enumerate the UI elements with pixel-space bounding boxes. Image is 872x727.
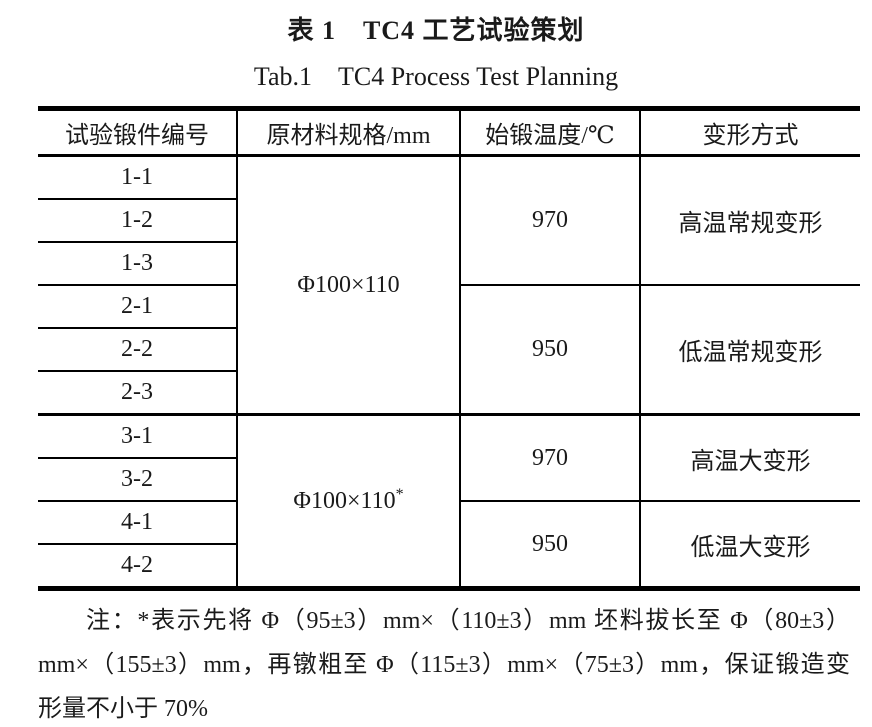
table-row: 1-2 <box>38 199 860 243</box>
specimen-id-cell: 4-1 <box>38 501 237 545</box>
table-row: 4-1 950 低温大变形 <box>38 501 860 590</box>
header-material-spec: 原材料规格/mm <box>236 108 460 157</box>
table-footnote-line-2: mm×（155±3）mm，再镦粗至 Φ（115±3）mm×（75±3）mm，保证… <box>38 652 850 678</box>
header-deformation-mode: 变形方式 <box>639 108 860 157</box>
table-footnote-line-1: 注：*表示先将 Φ（95±3）mm×（110±3）mm 坯料拔长至 Φ（80±3… <box>86 608 850 634</box>
deformation-mode-cell: 低温大变形 <box>639 501 860 590</box>
specimen-id-cell: 4-2 <box>38 544 237 590</box>
table-title-zh: 表 1 TC4 工艺试验策划 <box>287 16 585 45</box>
header-specimen-id: 试验锻件编号 <box>38 108 237 157</box>
material-spec-cell: Φ100×110 <box>236 155 460 416</box>
forging-temperature-cell: 950 <box>459 501 640 590</box>
table-row: 2-1 950 低温常规变形 <box>38 285 860 416</box>
deformation-mode-cell: 高温大变形 <box>639 413 860 502</box>
table-row: 2-2 <box>38 328 860 372</box>
material-spec-text: Φ100×110 <box>297 271 400 298</box>
table-title-en: Tab.1 TC4 Process Test Planning <box>253 62 619 91</box>
footnote-marker: * <box>395 485 404 503</box>
table-row: 1-3 <box>38 242 860 286</box>
table-row: 3-1 Φ100×110* 970 高温大变形 <box>38 413 860 590</box>
forging-temperature-cell: 970 <box>459 155 640 286</box>
table-row: 2-3 <box>38 371 860 416</box>
specimen-id-cell: 1-3 <box>38 242 237 286</box>
table-row: 3-2 <box>38 458 860 502</box>
specimen-id-cell: 3-1 <box>38 413 237 459</box>
forging-temperature-cell: 950 <box>459 285 640 416</box>
specimen-id-cell: 1-2 <box>38 199 237 243</box>
specimen-id-cell: 2-3 <box>38 371 237 416</box>
material-spec-text: Φ100×110 <box>293 487 396 514</box>
specimen-id-cell: 3-2 <box>38 458 237 502</box>
header-forging-temperature: 始锻温度/℃ <box>459 108 640 157</box>
table-row: 1-1 Φ100×110 970 高温常规变形 <box>38 155 860 416</box>
material-spec-cell: Φ100×110* <box>236 413 460 590</box>
table-footnote: 注：*表示先将 Φ（95±3）mm×（110±3）mm 坯料拔长至 Φ（80±3… <box>38 599 850 727</box>
table-footnote-line-3: 形量不小于 70% <box>38 696 208 722</box>
process-test-table: 试验锻件编号 原材料规格/mm 始锻温度/℃ 变形方式 1-1 Φ100×110… <box>38 106 860 591</box>
specimen-id-cell: 1-1 <box>38 155 237 200</box>
deformation-mode-cell: 高温常规变形 <box>639 155 860 286</box>
header-row: 试验锻件编号 原材料规格/mm 始锻温度/℃ 变形方式 <box>38 108 860 157</box>
deformation-mode-cell: 低温常规变形 <box>639 285 860 416</box>
forging-temperature-cell: 970 <box>459 413 640 502</box>
table-row: 4-2 <box>38 544 860 590</box>
specimen-id-cell: 2-1 <box>38 285 237 329</box>
specimen-id-cell: 2-2 <box>38 328 237 372</box>
